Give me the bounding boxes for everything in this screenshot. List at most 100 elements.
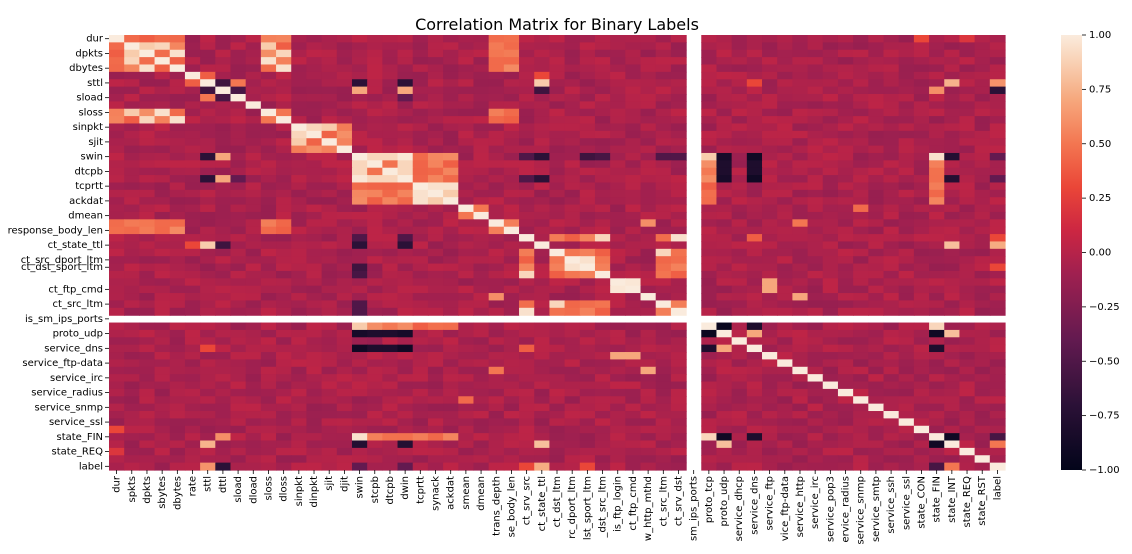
heatmap-cell xyxy=(139,35,156,43)
heatmap-cell xyxy=(169,71,186,80)
heatmap-cell xyxy=(625,197,642,206)
heatmap-cell xyxy=(427,418,444,427)
heatmap-cell xyxy=(443,418,459,427)
heatmap-cell xyxy=(503,93,520,102)
heatmap-cell xyxy=(503,293,520,302)
heatmap-cell xyxy=(124,219,140,228)
heatmap-cell xyxy=(519,374,535,383)
heatmap-cell xyxy=(670,49,687,58)
heatmap-cell xyxy=(519,300,535,309)
heatmap-cell xyxy=(291,293,308,302)
heatmap-cell xyxy=(594,101,611,110)
heatmap-cell xyxy=(913,197,930,206)
heatmap-cell xyxy=(367,462,383,471)
heatmap-cell xyxy=(169,403,186,412)
heatmap-cell xyxy=(458,425,475,434)
heatmap-cell xyxy=(807,116,824,125)
heatmap-cell xyxy=(276,455,292,464)
heatmap-cell xyxy=(853,197,869,206)
heatmap-cell xyxy=(321,285,338,294)
heatmap-cell xyxy=(382,49,399,58)
heatmap-cell xyxy=(746,234,763,243)
y-tick-label: proto_udp xyxy=(53,329,103,340)
heatmap-cell xyxy=(336,234,353,243)
heatmap-cell xyxy=(929,403,945,412)
heatmap-cell xyxy=(503,322,520,331)
heatmap-cell xyxy=(519,241,535,250)
heatmap-cell xyxy=(974,64,991,73)
heatmap-cell xyxy=(837,425,854,434)
x-tick-label: service_ftp xyxy=(765,476,776,530)
heatmap-cell xyxy=(564,425,581,434)
heatmap-cell xyxy=(746,256,763,265)
heatmap-cell xyxy=(154,160,171,169)
heatmap-cell xyxy=(215,138,232,147)
heatmap-cell xyxy=(777,234,793,243)
heatmap-cell xyxy=(412,374,429,383)
heatmap-cell xyxy=(534,418,551,427)
heatmap-cell xyxy=(215,256,232,265)
heatmap-cell xyxy=(200,293,216,302)
heatmap-cell xyxy=(777,433,793,442)
heatmap-cell xyxy=(382,403,399,412)
heatmap-cell xyxy=(853,130,869,139)
heatmap-cell xyxy=(124,160,140,169)
heatmap-cell xyxy=(731,455,748,464)
heatmap-cell xyxy=(868,322,885,331)
heatmap-cell xyxy=(473,123,490,132)
heatmap-cell xyxy=(139,116,156,125)
heatmap-cell xyxy=(382,411,399,419)
heatmap-cell xyxy=(534,256,551,265)
heatmap-cell xyxy=(822,433,839,442)
heatmap-cell xyxy=(200,35,216,43)
heatmap-cell xyxy=(731,42,748,51)
heatmap-cell xyxy=(762,337,778,346)
heatmap-cell xyxy=(913,352,930,360)
heatmap-cell xyxy=(519,108,535,117)
heatmap-cell xyxy=(716,440,733,449)
heatmap-cell xyxy=(245,396,262,405)
heatmap-cell xyxy=(944,57,961,66)
heatmap-cell xyxy=(488,101,505,110)
heatmap-cell xyxy=(503,42,520,51)
heatmap-cell xyxy=(427,307,444,316)
heatmap-cell xyxy=(260,447,277,456)
heatmap-cell xyxy=(154,152,171,161)
heatmap-cell xyxy=(762,248,778,257)
heatmap-cell xyxy=(412,248,429,257)
heatmap-cell xyxy=(883,270,900,279)
x-tick-label: djit xyxy=(339,476,350,492)
heatmap-cell xyxy=(124,300,140,309)
heatmap-cell xyxy=(579,411,596,419)
heatmap-cell xyxy=(443,57,459,66)
heatmap-cell xyxy=(503,108,520,117)
heatmap-cell xyxy=(655,396,672,405)
heatmap-cell xyxy=(853,285,869,294)
heatmap-cell xyxy=(109,462,125,471)
heatmap-cell xyxy=(473,204,490,213)
heatmap-cell xyxy=(640,101,657,110)
heatmap-cell xyxy=(807,396,824,405)
heatmap-cell xyxy=(458,366,475,375)
heatmap-cell xyxy=(959,440,976,449)
heatmap-cell xyxy=(883,123,900,132)
heatmap-cell xyxy=(929,366,945,375)
heatmap-cell xyxy=(762,366,778,375)
heatmap-cell xyxy=(412,189,429,198)
heatmap-cell xyxy=(989,344,1006,353)
heatmap-cell xyxy=(382,381,399,390)
heatmap-cell xyxy=(716,145,733,154)
heatmap-cell xyxy=(989,86,1006,95)
heatmap-cell xyxy=(974,93,991,102)
heatmap-cell xyxy=(868,263,885,272)
heatmap-cell xyxy=(321,403,338,412)
heatmap-cell xyxy=(807,138,824,147)
heatmap-cell xyxy=(792,300,809,309)
heatmap-cell xyxy=(154,293,171,302)
heatmap-cell xyxy=(974,425,991,434)
heatmap-cell xyxy=(594,256,611,265)
heatmap-cell xyxy=(762,307,778,316)
heatmap-cell xyxy=(944,366,961,375)
heatmap-cell xyxy=(382,329,399,338)
heatmap-cell xyxy=(397,440,414,449)
